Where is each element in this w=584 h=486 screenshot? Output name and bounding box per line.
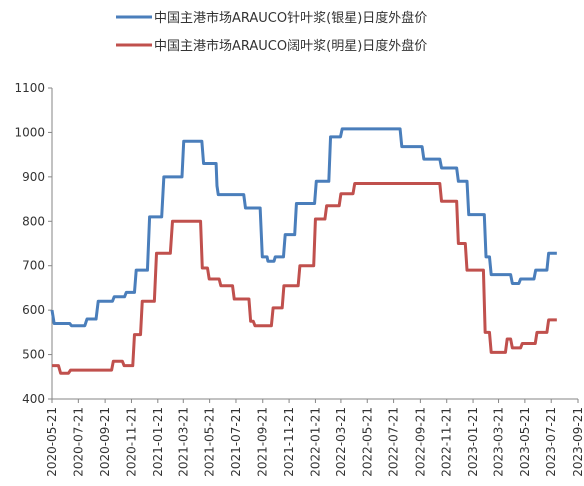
x-tick-label: 2021-07-21 [229, 407, 243, 477]
y-tick-label: 1000 [14, 125, 45, 139]
y-tick-label: 700 [22, 259, 45, 273]
axes: 400 500 600 700 800 900 1000 1100 2020-05-21 2020… [14, 81, 584, 477]
x-tick-label: 2020-07-21 [71, 407, 85, 477]
x-tick-label: 2021-03-21 [176, 407, 190, 477]
legend-label-hardwood: 中国主港市场ARAUCO阔叶浆(明星)日度外盘价 [154, 38, 427, 54]
y-tick-label: 400 [22, 392, 45, 406]
series-line-softwood [50, 127, 557, 328]
x-tick-label: 2022-09-21 [413, 407, 427, 477]
x-tick-label: 2023-05-21 [518, 407, 532, 477]
legend-item-hardwood: 中国主港市场ARAUCO阔叶浆(明星)日度外盘价 [116, 38, 427, 54]
y-tick-label: 800 [22, 214, 45, 228]
x-tick-label: 2022-11-21 [440, 407, 454, 477]
plot-area [50, 127, 557, 375]
legend-item-softwood: 中国主港市场ARAUCO针叶浆(银星)日度外盘价 [116, 10, 427, 26]
x-tick-label: 2023-09-21 [571, 407, 584, 477]
x-tick-label: 2023-03-21 [492, 407, 506, 477]
y-tick-label: 900 [22, 170, 45, 184]
x-tick-label: 2021-01-21 [151, 407, 165, 477]
y-tick-label: 600 [22, 303, 45, 317]
x-tick-label: 2022-07-21 [387, 407, 401, 477]
x-tick-label: 2022-05-21 [360, 407, 374, 477]
y-tick-label: 500 [22, 348, 45, 362]
legend-label-softwood: 中国主港市场ARAUCO针叶浆(银星)日度外盘价 [154, 10, 427, 26]
x-tick-label: 2021-11-21 [282, 407, 296, 477]
x-tick-label: 2020-11-21 [124, 407, 138, 477]
x-tick-label: 2020-05-21 [45, 407, 59, 477]
x-tick-label: 2020-09-21 [98, 407, 112, 477]
x-tick-label: 2021-05-21 [203, 407, 217, 477]
x-tick-label: 2021-09-21 [256, 407, 270, 477]
x-tick-label: 2022-03-21 [334, 407, 348, 477]
x-tick-label: 2023-07-21 [544, 407, 558, 477]
x-tick-label: 2022-01-21 [308, 407, 322, 477]
y-tick-label: 1100 [14, 81, 45, 95]
x-tick-label: 2023-01-21 [466, 407, 480, 477]
series-line-hardwood [52, 182, 557, 375]
legend: 中国主港市场ARAUCO针叶浆(银星)日度外盘价 中国主港市场ARAUCO阔叶浆… [116, 10, 427, 54]
